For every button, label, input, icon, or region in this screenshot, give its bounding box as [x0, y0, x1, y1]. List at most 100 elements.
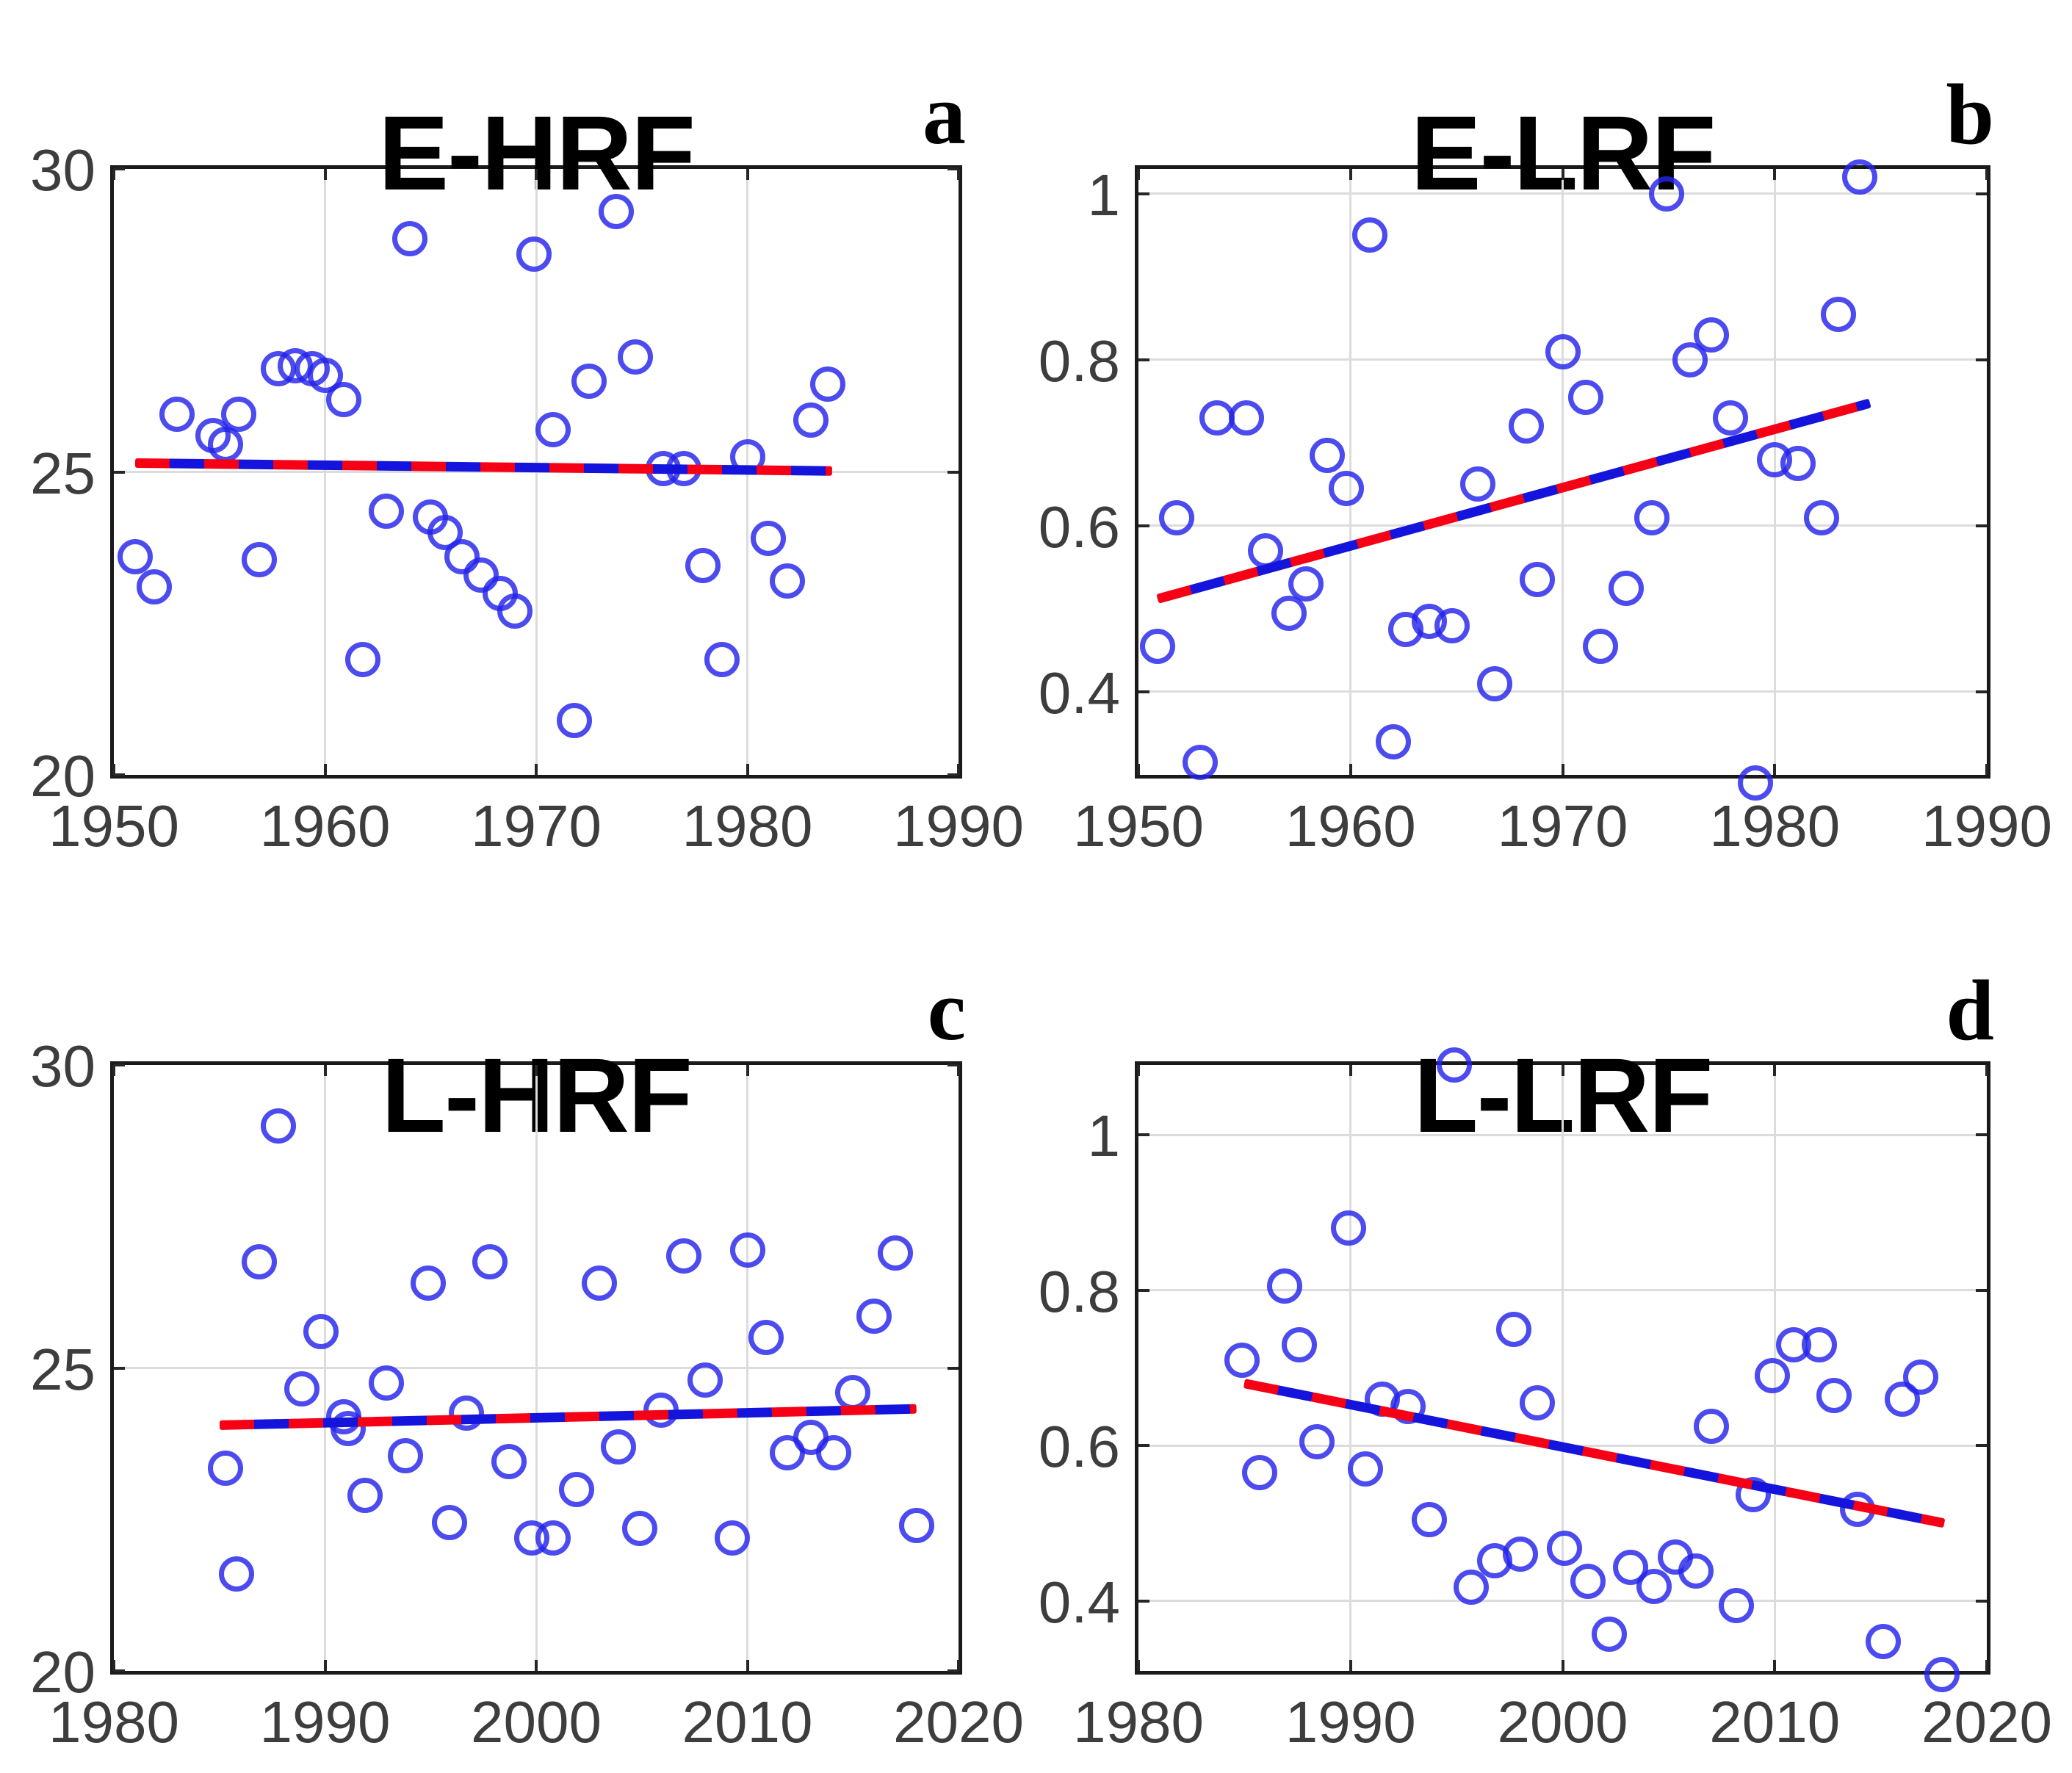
- x-axis-tick: [1349, 1660, 1352, 1671]
- data-point: [1693, 1408, 1729, 1444]
- data-point: [1924, 1657, 1960, 1693]
- data-point: [1330, 1210, 1366, 1246]
- y-axis-tick: [1976, 690, 1987, 693]
- x-axis-tick: [1773, 1660, 1777, 1671]
- x-tick-label: 1970: [1497, 793, 1628, 859]
- data-point: [599, 193, 635, 229]
- y-tick-label: 0.6: [1038, 1414, 1120, 1480]
- data-point: [535, 411, 571, 447]
- y-tick-label: 1: [1087, 162, 1121, 228]
- gridline-horizontal: [1138, 1133, 1987, 1136]
- data-point: [220, 397, 256, 433]
- data-point: [1411, 1501, 1447, 1537]
- data-point: [877, 1235, 913, 1271]
- panel-letter: d: [1946, 962, 1994, 1058]
- panel-letter: b: [1946, 66, 1994, 162]
- y-axis-tick: [114, 1669, 125, 1672]
- x-tick-label: 1990: [259, 1689, 391, 1755]
- x-tick-label: 2010: [682, 1689, 813, 1755]
- y-tick-label: 20: [30, 1639, 95, 1705]
- data-point: [1460, 466, 1495, 502]
- y-tick-label: 20: [30, 743, 95, 809]
- data-point: [491, 1444, 527, 1480]
- data-point: [793, 402, 829, 438]
- x-axis-tick: [1561, 764, 1564, 775]
- data-point: [535, 1520, 571, 1556]
- x-tick-label: 1980: [682, 793, 813, 859]
- y-axis-tick: [114, 773, 125, 776]
- y-axis-tick: [1138, 1133, 1149, 1137]
- x-axis-tick: [112, 764, 115, 775]
- data-point: [1648, 176, 1684, 212]
- x-tick-label: 2020: [1921, 1689, 2052, 1755]
- data-point: [1803, 499, 1839, 535]
- data-point: [1634, 499, 1669, 535]
- data-point: [218, 1556, 254, 1592]
- data-point: [242, 542, 278, 578]
- data-point: [1282, 1326, 1318, 1362]
- data-point: [1347, 1451, 1383, 1487]
- data-point: [472, 1244, 508, 1280]
- data-point: [411, 1265, 447, 1301]
- x-axis-tick: [746, 1660, 749, 1671]
- x-tick-label: 1950: [1073, 793, 1204, 859]
- data-point: [1241, 1455, 1277, 1491]
- x-axis-tick: [746, 1065, 749, 1076]
- x-tick-label: 1990: [1921, 793, 2052, 859]
- data-point: [1719, 1588, 1755, 1624]
- data-point: [729, 1232, 765, 1268]
- gridline-horizontal: [1138, 690, 1987, 693]
- data-point: [558, 1471, 594, 1507]
- data-point: [1636, 1568, 1672, 1604]
- data-point: [159, 397, 195, 433]
- data-point: [1545, 333, 1581, 369]
- data-point: [835, 1374, 871, 1410]
- data-point: [261, 1108, 297, 1144]
- data-point: [516, 236, 552, 272]
- y-tick-label: 0.8: [1038, 1258, 1120, 1324]
- x-axis-tick: [1349, 169, 1352, 180]
- x-axis-tick: [112, 169, 115, 180]
- data-point: [748, 1320, 784, 1356]
- x-axis-tick: [112, 1660, 115, 1671]
- x-axis-tick: [1773, 1065, 1777, 1076]
- x-axis-tick: [323, 764, 327, 775]
- y-tick-label: 1: [1087, 1103, 1121, 1169]
- data-point: [449, 1395, 485, 1431]
- data-point: [463, 557, 499, 593]
- data-point: [444, 539, 480, 574]
- data-point: [1801, 1326, 1837, 1362]
- data-point: [368, 1365, 404, 1401]
- y-axis-tick: [947, 167, 959, 170]
- data-point: [1820, 296, 1856, 332]
- y-axis-tick: [1976, 1444, 1987, 1448]
- y-tick-label: 30: [30, 1033, 95, 1099]
- x-axis-tick: [323, 1660, 327, 1671]
- data-point: [1437, 1047, 1473, 1083]
- data-point: [117, 539, 153, 574]
- data-point: [1592, 1617, 1628, 1653]
- data-point: [856, 1299, 892, 1335]
- data-point: [1693, 317, 1729, 353]
- y-axis-tick: [1138, 358, 1149, 361]
- x-axis-tick: [1773, 169, 1777, 180]
- x-axis-tick: [1561, 1065, 1564, 1076]
- data-point: [1390, 1389, 1426, 1425]
- x-tick-label: 1960: [259, 793, 391, 859]
- data-point: [1267, 1268, 1303, 1304]
- x-axis-tick: [1349, 764, 1352, 775]
- data-point: [1351, 217, 1387, 253]
- y-tick-label: 30: [30, 137, 95, 203]
- data-point: [751, 521, 787, 557]
- data-point: [497, 593, 533, 629]
- data-point: [1229, 400, 1265, 436]
- x-axis-tick: [1137, 169, 1140, 180]
- gridline-vertical: [1562, 1065, 1564, 1671]
- x-axis-tick: [323, 169, 327, 180]
- x-axis-tick: [1561, 1660, 1564, 1671]
- scatter-panel-e-lrf: E-LRF b 1950 1960 1970 1980 1990 1 0.8 0.6 0.4: [1039, 71, 2052, 856]
- x-tick-label: 1990: [893, 793, 1024, 859]
- y-axis-tick: [947, 1366, 959, 1370]
- data-point: [1678, 1553, 1714, 1589]
- y-axis-tick: [1976, 1288, 1987, 1292]
